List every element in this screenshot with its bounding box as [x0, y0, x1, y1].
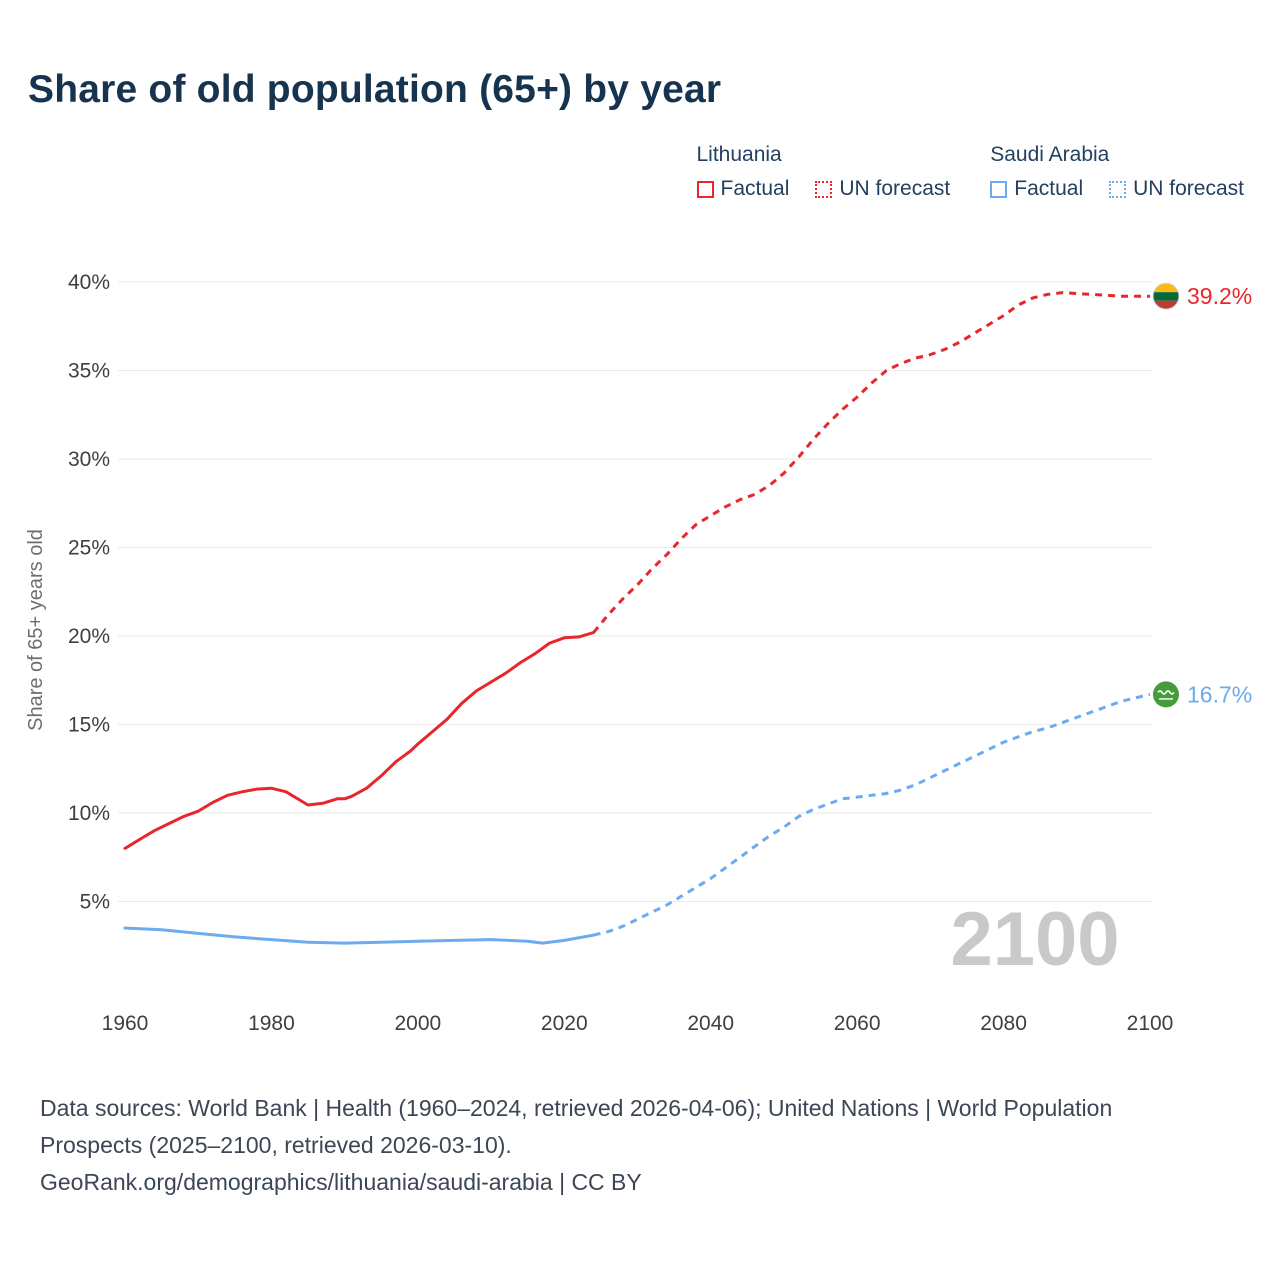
legend-row-saudi-arabia: Factual UN forecast	[990, 177, 1244, 201]
y-tick-label: 40%	[68, 271, 110, 294]
lithuania-flag-icon	[1152, 282, 1180, 310]
y-axis-label: Share of 65+ years old	[25, 529, 47, 731]
y-tick-label: 35%	[68, 360, 110, 383]
legend-label-saudi-forecast: UN forecast	[1133, 177, 1244, 200]
lithuania-factual-swatch	[696, 180, 714, 198]
legend-item-saudi-factual: Factual	[990, 177, 1083, 201]
x-tick-label: 2080	[980, 1012, 1027, 1035]
attribution-text: GeoRank.org/demographics/lithuania/saudi…	[40, 1168, 642, 1195]
legend-group-title-saudi-arabia: Saudi Arabia	[990, 143, 1110, 166]
legend-item-lithuania-factual: Factual	[696, 177, 790, 201]
chart-title: Share of old population (65+) by year	[28, 68, 722, 111]
legend-group-lithuania: Lithuania Factual UN forecast	[696, 143, 950, 201]
saudi-arabia-end-value-label: 16.7%	[1187, 681, 1252, 707]
x-tick-label: 2040	[687, 1012, 734, 1035]
y-tick-label: 10%	[68, 802, 110, 825]
x-tick-label: 1980	[248, 1012, 295, 1035]
x-tick-label: 2000	[394, 1012, 441, 1035]
lithuania-factual-line	[123, 631, 596, 850]
legend-group-title-lithuania: Lithuania	[696, 143, 782, 166]
legend-group-saudi-arabia: Saudi Arabia Factual UN forecast	[990, 143, 1244, 201]
y-tick-label: 30%	[68, 448, 110, 471]
legend-row-lithuania: Factual UN forecast	[696, 177, 950, 201]
x-tick-label: 1960	[102, 1012, 149, 1035]
x-tick-label: 2020	[541, 1012, 588, 1035]
saudi-factual-swatch	[990, 180, 1008, 198]
lithuania-end-value-label: 39.2%	[1187, 283, 1252, 309]
legend-label-saudi-factual: Factual	[1014, 177, 1084, 200]
legend-item-saudi-forecast: UN forecast	[1109, 177, 1244, 201]
x-tick-label: 2060	[834, 1012, 881, 1035]
saudi-arabia-flag-icon	[1153, 681, 1179, 708]
x-tick-label: 2100	[1127, 1012, 1174, 1035]
chart-legend: Lithuania Factual UN forecast Saudi Arab…	[696, 143, 1244, 201]
lithuania-forecast-swatch	[815, 180, 833, 198]
legend-item-lithuania-forecast: UN forecast	[815, 177, 950, 201]
chart-area: 5% 10% 15% 20% 25% 30% 35% 40% 1960 1980 2000 2020 2…	[0, 230, 1280, 1070]
chart-canvas: 5% 10% 15% 20% 25% 30% 35% 40% 1960 1980 2000 2020 2…	[25, 271, 1252, 1035]
saudi-forecast-swatch	[1109, 180, 1127, 198]
y-tick-label: 25%	[68, 537, 110, 560]
legend-label-lithuania-forecast: UN forecast	[839, 177, 951, 200]
chart-footer: Data sources: World Bank | Health (1960–…	[40, 1090, 1150, 1200]
y-tick-label: 15%	[68, 714, 110, 737]
legend-label-lithuania-factual: Factual	[720, 177, 790, 200]
saudi-arabia-factual-line	[123, 926, 596, 945]
y-tick-label: 20%	[68, 625, 110, 648]
lithuania-forecast-line	[592, 291, 1150, 634]
y-tick-label: 5%	[80, 891, 110, 914]
saudi-arabia-forecast-line	[593, 692, 1151, 937]
data-sources-text: Data sources: World Bank | Health (1960–…	[40, 1095, 1113, 1158]
watermark-year: 2100	[950, 897, 1119, 982]
